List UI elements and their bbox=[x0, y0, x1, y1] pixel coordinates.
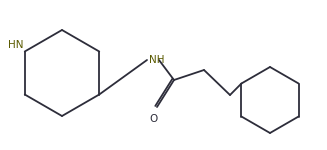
Text: O: O bbox=[150, 114, 158, 124]
Text: NH: NH bbox=[149, 55, 164, 65]
Text: HN: HN bbox=[8, 40, 24, 51]
